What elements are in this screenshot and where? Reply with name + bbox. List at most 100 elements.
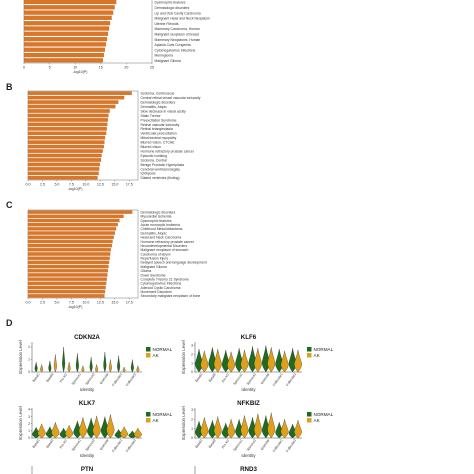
category-label: Blurred vision, CTCAE xyxy=(141,141,176,145)
violin-normal xyxy=(130,359,134,373)
bar xyxy=(27,264,109,269)
category-label: Blurred vision xyxy=(141,145,162,149)
violin-ak xyxy=(37,423,46,439)
category-label: Central retinal vessel vascular tortuosi… xyxy=(141,96,201,100)
x-tick-label: 10 xyxy=(73,66,77,70)
category-label: Neurodevelopmental Disorders xyxy=(141,244,188,248)
group-label: Spinous1 xyxy=(71,438,82,452)
legend-swatch-normal xyxy=(307,347,312,352)
violin-ak xyxy=(267,347,276,373)
legend-label-ak: AK xyxy=(314,418,321,423)
legend-label-normal: NORMAL xyxy=(314,412,334,417)
violin-plots: CDKN2A 0 1 2 Expression Level Identity Basal1 B… xyxy=(18,334,334,474)
bar xyxy=(27,167,100,171)
bar xyxy=(27,235,114,239)
bar xyxy=(23,31,109,36)
category-label: Dysmorphic features xyxy=(141,219,172,223)
legend-label-ak: AK xyxy=(153,418,160,423)
violin-normal xyxy=(62,346,66,373)
bar-chart-a: 0 5 10 15 20 25 -log10(P) Dysmorphic featuresDe… xyxy=(23,0,210,74)
category-label: Malignant neoplasm of stomach xyxy=(141,248,189,252)
x-tick-label: 5 xyxy=(49,66,51,70)
group-label: Spinous1 xyxy=(232,372,243,386)
category-label: Aplasia Cutis Congenita xyxy=(155,43,191,47)
violin-ak xyxy=(253,413,262,439)
group-label: Follicular2 xyxy=(125,438,137,453)
violin-ak xyxy=(294,420,302,439)
category-label: Dilated ventricles (finding) xyxy=(141,176,180,180)
group-label: Granular xyxy=(99,438,110,452)
y-tick-label: 0 xyxy=(28,436,30,440)
violin-panel-ptn: PTN xyxy=(81,466,94,473)
violin-ak xyxy=(92,415,101,439)
violin-ak xyxy=(240,415,249,439)
group-label: Spinous2 xyxy=(246,438,257,452)
bar xyxy=(23,52,104,58)
violin-ak xyxy=(78,417,87,439)
bar xyxy=(27,281,107,286)
y-axis-label: Expression Level xyxy=(181,406,186,439)
category-label: Carcinoma of larynx xyxy=(141,252,171,256)
gene-title: CDKN2A xyxy=(74,334,100,341)
group-label: Follicular1 xyxy=(272,438,284,453)
legend-label-ak: AK xyxy=(153,353,160,358)
bar xyxy=(27,294,105,298)
y-tick-label: 2 xyxy=(191,353,193,357)
category-label: Complete Trisomy 21 Syndrome xyxy=(141,277,190,281)
gene-title: PTN xyxy=(81,466,94,473)
bar xyxy=(27,260,110,265)
category-label: Lip and Oral Cavity Carcinoma xyxy=(155,11,201,15)
y-tick-label: 1 xyxy=(191,361,193,365)
x-tick-label: 15.0 xyxy=(111,301,118,305)
legend-swatch-ak xyxy=(146,353,151,358)
category-label: Hormone refractory prostate cancer xyxy=(141,240,195,244)
bar xyxy=(27,248,111,252)
y-tick-label: 0 xyxy=(191,436,193,440)
y-tick-label: 1 xyxy=(191,427,193,431)
category-label: Ventricular preexcitation xyxy=(141,132,177,136)
violin-ak xyxy=(95,364,99,373)
violin-ak xyxy=(122,366,126,373)
legend-label-ak: AK xyxy=(314,353,321,358)
x-axis-label: -log10(P) xyxy=(68,187,83,191)
x-tick-label: 0.0 xyxy=(26,183,31,187)
x-axis-label: Identity xyxy=(80,387,95,392)
bar xyxy=(27,290,106,294)
bar xyxy=(27,239,113,244)
x-axis-label: Identity xyxy=(241,453,256,458)
violin-ak xyxy=(65,424,74,439)
group-label: Basal1 xyxy=(194,438,203,449)
group-label: Basal2 xyxy=(45,438,54,449)
x-tick-label: 2.5 xyxy=(40,183,45,187)
bar xyxy=(27,256,110,260)
violin-ak xyxy=(81,365,85,373)
y-tick-label: 0 xyxy=(191,370,193,374)
bar xyxy=(27,109,110,113)
x-axis-label: Identity xyxy=(241,387,256,392)
y-tick-label: 3 xyxy=(191,344,193,348)
bar xyxy=(27,100,119,104)
category-label: Adenoid Cystic Carcinoma xyxy=(141,286,181,290)
group-label: Spinous2 xyxy=(85,438,96,452)
bar xyxy=(27,149,103,153)
x-tick-label: 17.5 xyxy=(126,183,133,187)
violin-ak xyxy=(133,427,142,439)
category-label: Dermatitis, Atopic xyxy=(141,231,168,235)
bar xyxy=(27,171,99,176)
group-label: Pro KC xyxy=(59,438,69,450)
group-label: Pro KC xyxy=(221,372,231,384)
group-label: Follicular2 xyxy=(285,372,297,387)
category-label: Hormone refractory prostate cancer xyxy=(141,149,195,153)
violin-ak xyxy=(200,417,209,439)
gene-title: NFKBIZ xyxy=(237,400,260,407)
legend-swatch-normal xyxy=(146,412,151,417)
y-tick-label: 4 xyxy=(28,408,30,412)
category-label: Mammary Neoplasms, Human xyxy=(155,38,201,42)
category-label: Cytomegalovirus Infections xyxy=(155,48,196,52)
category-label: Slow decrease in visual acuity xyxy=(141,109,187,113)
bar xyxy=(23,36,108,42)
gene-title: KLF6 xyxy=(241,334,257,341)
violin-ak xyxy=(213,416,222,439)
bar xyxy=(27,273,108,277)
